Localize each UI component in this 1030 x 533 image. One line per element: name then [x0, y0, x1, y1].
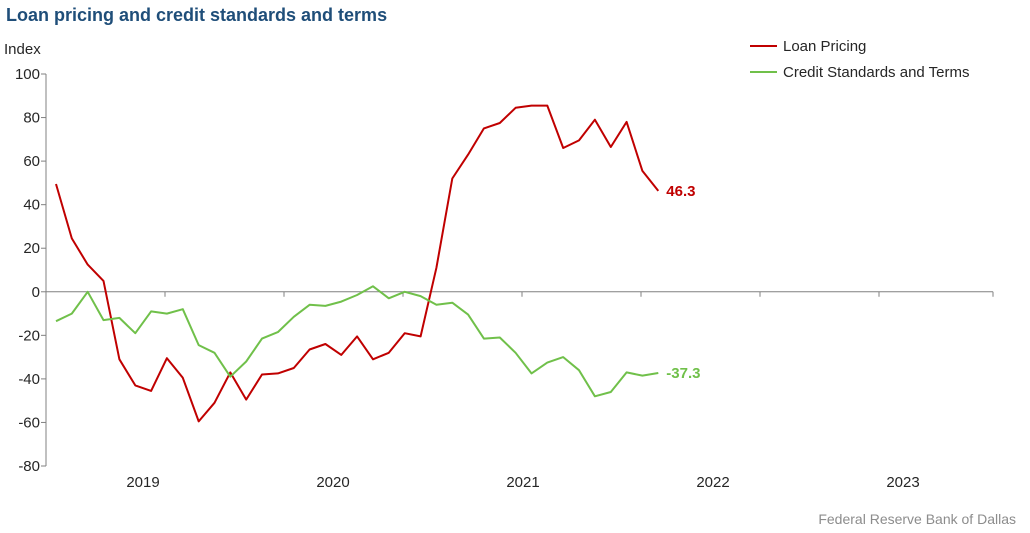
x-tick-label: 2022 [696, 474, 729, 491]
x-tick-label: 2021 [506, 474, 539, 491]
y-tick-label: 80 [23, 110, 40, 127]
y-tick-label: 60 [23, 153, 40, 170]
y-tick-label: -20 [18, 327, 40, 344]
y-tick-label: 100 [15, 66, 40, 83]
series-line-credit-standards [55, 285, 659, 398]
y-tick-label: 20 [23, 240, 40, 257]
legend-label: Loan Pricing [783, 38, 866, 55]
chart-title: Loan pricing and credit standards and te… [6, 5, 388, 25]
end-value-label: -37.3 [666, 365, 700, 382]
legend-label: Credit Standards and Terms [783, 64, 969, 81]
x-tick-label: 2019 [126, 474, 159, 491]
source-note: Federal Reserve Bank of Dallas [818, 511, 1016, 527]
y-axis-label: Index [4, 41, 41, 58]
series-lines: 46.3 -37.3 [55, 104, 701, 423]
y-tick-label: 0 [32, 284, 40, 301]
x-tick-label: 2020 [316, 474, 349, 491]
end-value-label: 46.3 [666, 183, 695, 200]
chart-legend: Loan Pricing Credit Standards and Terms [750, 38, 969, 81]
series-line-loan-pricing [55, 104, 660, 423]
y-tick-label: -40 [18, 371, 40, 388]
y-tick-label: 40 [23, 197, 40, 214]
y-tick-label: -60 [18, 414, 40, 431]
x-tick-label: 2023 [886, 474, 919, 491]
y-tick-label: -80 [18, 458, 40, 475]
chart-axes: Index 100 80 60 40 20 0 -20 -40 -60 -80 2019 2020 202… [4, 41, 994, 491]
